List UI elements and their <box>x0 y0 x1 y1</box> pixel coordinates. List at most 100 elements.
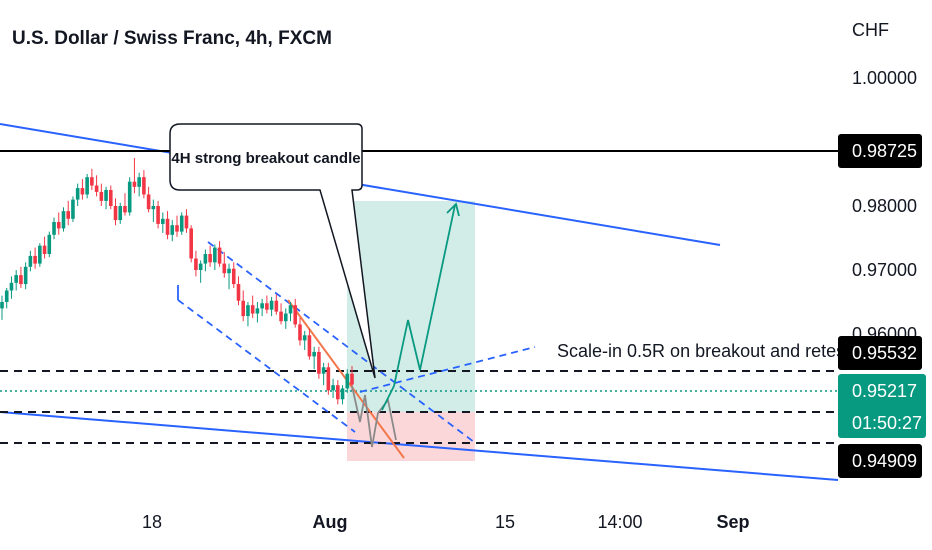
candle-body <box>293 305 298 325</box>
candle-body <box>288 305 293 314</box>
candle-body <box>137 177 141 187</box>
candle-body <box>326 367 331 391</box>
candle-body <box>241 300 246 317</box>
price-tag <box>838 134 922 168</box>
x-tick-label: 14:00 <box>597 512 642 532</box>
y-tick-label: 0.98000 <box>852 196 917 216</box>
candle-body <box>127 181 132 213</box>
candle-body <box>236 284 241 301</box>
candle-body <box>198 263 203 270</box>
current-price-label: 0.95217 <box>852 381 917 401</box>
candle-body <box>265 303 269 310</box>
candle-body <box>336 385 340 400</box>
x-tick-label: 18 <box>142 512 162 532</box>
candle-body <box>298 324 302 341</box>
candle-body <box>38 245 42 264</box>
candle-body <box>331 385 335 391</box>
y-tick-label: 0.97000 <box>852 260 917 280</box>
x-axis[interactable]: 18 Aug 15 14:00 Sep <box>142 512 750 532</box>
stop-zone <box>347 412 475 461</box>
candle-body <box>170 225 175 235</box>
candle-body <box>104 190 108 201</box>
candle-body <box>260 303 264 309</box>
candle-body <box>179 215 184 232</box>
price-tag-label: 0.94909 <box>852 451 917 471</box>
candle-body <box>4 290 9 302</box>
candle-body <box>250 305 255 314</box>
retest-dashed-line[interactable] <box>359 346 536 393</box>
price-tag-label: 0.95532 <box>852 343 917 363</box>
candle-body <box>151 206 156 210</box>
projection-arrow <box>446 202 460 217</box>
x-tick-label: Sep <box>716 512 749 532</box>
candle-body <box>246 305 250 317</box>
candle-body <box>317 351 321 374</box>
candle-body <box>42 245 47 254</box>
target-zone <box>347 201 475 412</box>
candles-group <box>0 158 354 405</box>
candle-body <box>227 268 231 274</box>
candle-body <box>312 351 316 357</box>
currency-label: CHF <box>852 20 889 40</box>
candle-body <box>269 300 274 310</box>
candle-body <box>156 206 160 224</box>
candle-body <box>9 282 14 291</box>
candle-body <box>255 308 260 314</box>
candle-body <box>142 177 146 195</box>
candle-body <box>146 194 151 210</box>
candle-body <box>189 228 193 259</box>
candle-body <box>161 218 165 224</box>
channel-lower-dashed[interactable] <box>177 299 356 433</box>
candle-body <box>279 311 283 322</box>
candle-body <box>19 275 23 285</box>
candle-body <box>283 313 288 322</box>
candle-body <box>108 190 113 206</box>
candle-body <box>175 225 179 232</box>
callout-text: 4H strong breakout candle <box>171 150 360 167</box>
candle-body <box>85 177 89 195</box>
chart-title: U.S. Dollar / Swiss Franc, 4h, FXCM <box>12 28 332 49</box>
candle-body <box>217 247 222 264</box>
price-tag <box>838 336 922 370</box>
candle-body <box>52 222 56 235</box>
candle-body <box>302 335 307 341</box>
candle-body <box>184 215 189 229</box>
price-tag <box>838 444 922 478</box>
candle-body <box>340 388 345 400</box>
candle-body <box>194 258 198 270</box>
current-price-tag <box>838 374 926 438</box>
candle-body <box>213 247 217 263</box>
candle-body <box>0 302 4 309</box>
price-tag-label: 0.98725 <box>852 141 917 161</box>
candle-body <box>208 254 212 263</box>
candle-body <box>113 206 118 221</box>
bar-countdown-label: 01:50:27 <box>852 413 922 433</box>
candle-body <box>274 300 279 312</box>
candle-body <box>28 255 33 267</box>
candle-body <box>66 211 71 219</box>
candle-body <box>123 206 127 213</box>
candle-body <box>71 199 75 219</box>
lower-channel-line[interactable] <box>0 411 839 481</box>
channel-upper-dashed[interactable] <box>207 241 475 443</box>
candle-body <box>231 268 236 285</box>
scale-in-note: Scale-in 0.5R on breakout and retest. <box>557 341 855 361</box>
callout-bubble[interactable] <box>169 123 376 379</box>
candle-body <box>75 188 80 200</box>
x-tick-label: 15 <box>495 512 515 532</box>
candle-body <box>118 206 123 221</box>
candle-body <box>90 177 94 186</box>
candle-body <box>61 211 66 229</box>
candle-body <box>99 191 104 201</box>
candle-body <box>132 181 137 187</box>
candle-body <box>33 255 37 264</box>
x-tick-label: Aug <box>313 512 348 532</box>
candle-body <box>345 373 350 389</box>
candle-body <box>47 234 52 254</box>
candle-body <box>80 188 85 195</box>
candle-body <box>23 266 28 285</box>
candle-body <box>350 373 354 385</box>
candle-body <box>307 335 312 357</box>
